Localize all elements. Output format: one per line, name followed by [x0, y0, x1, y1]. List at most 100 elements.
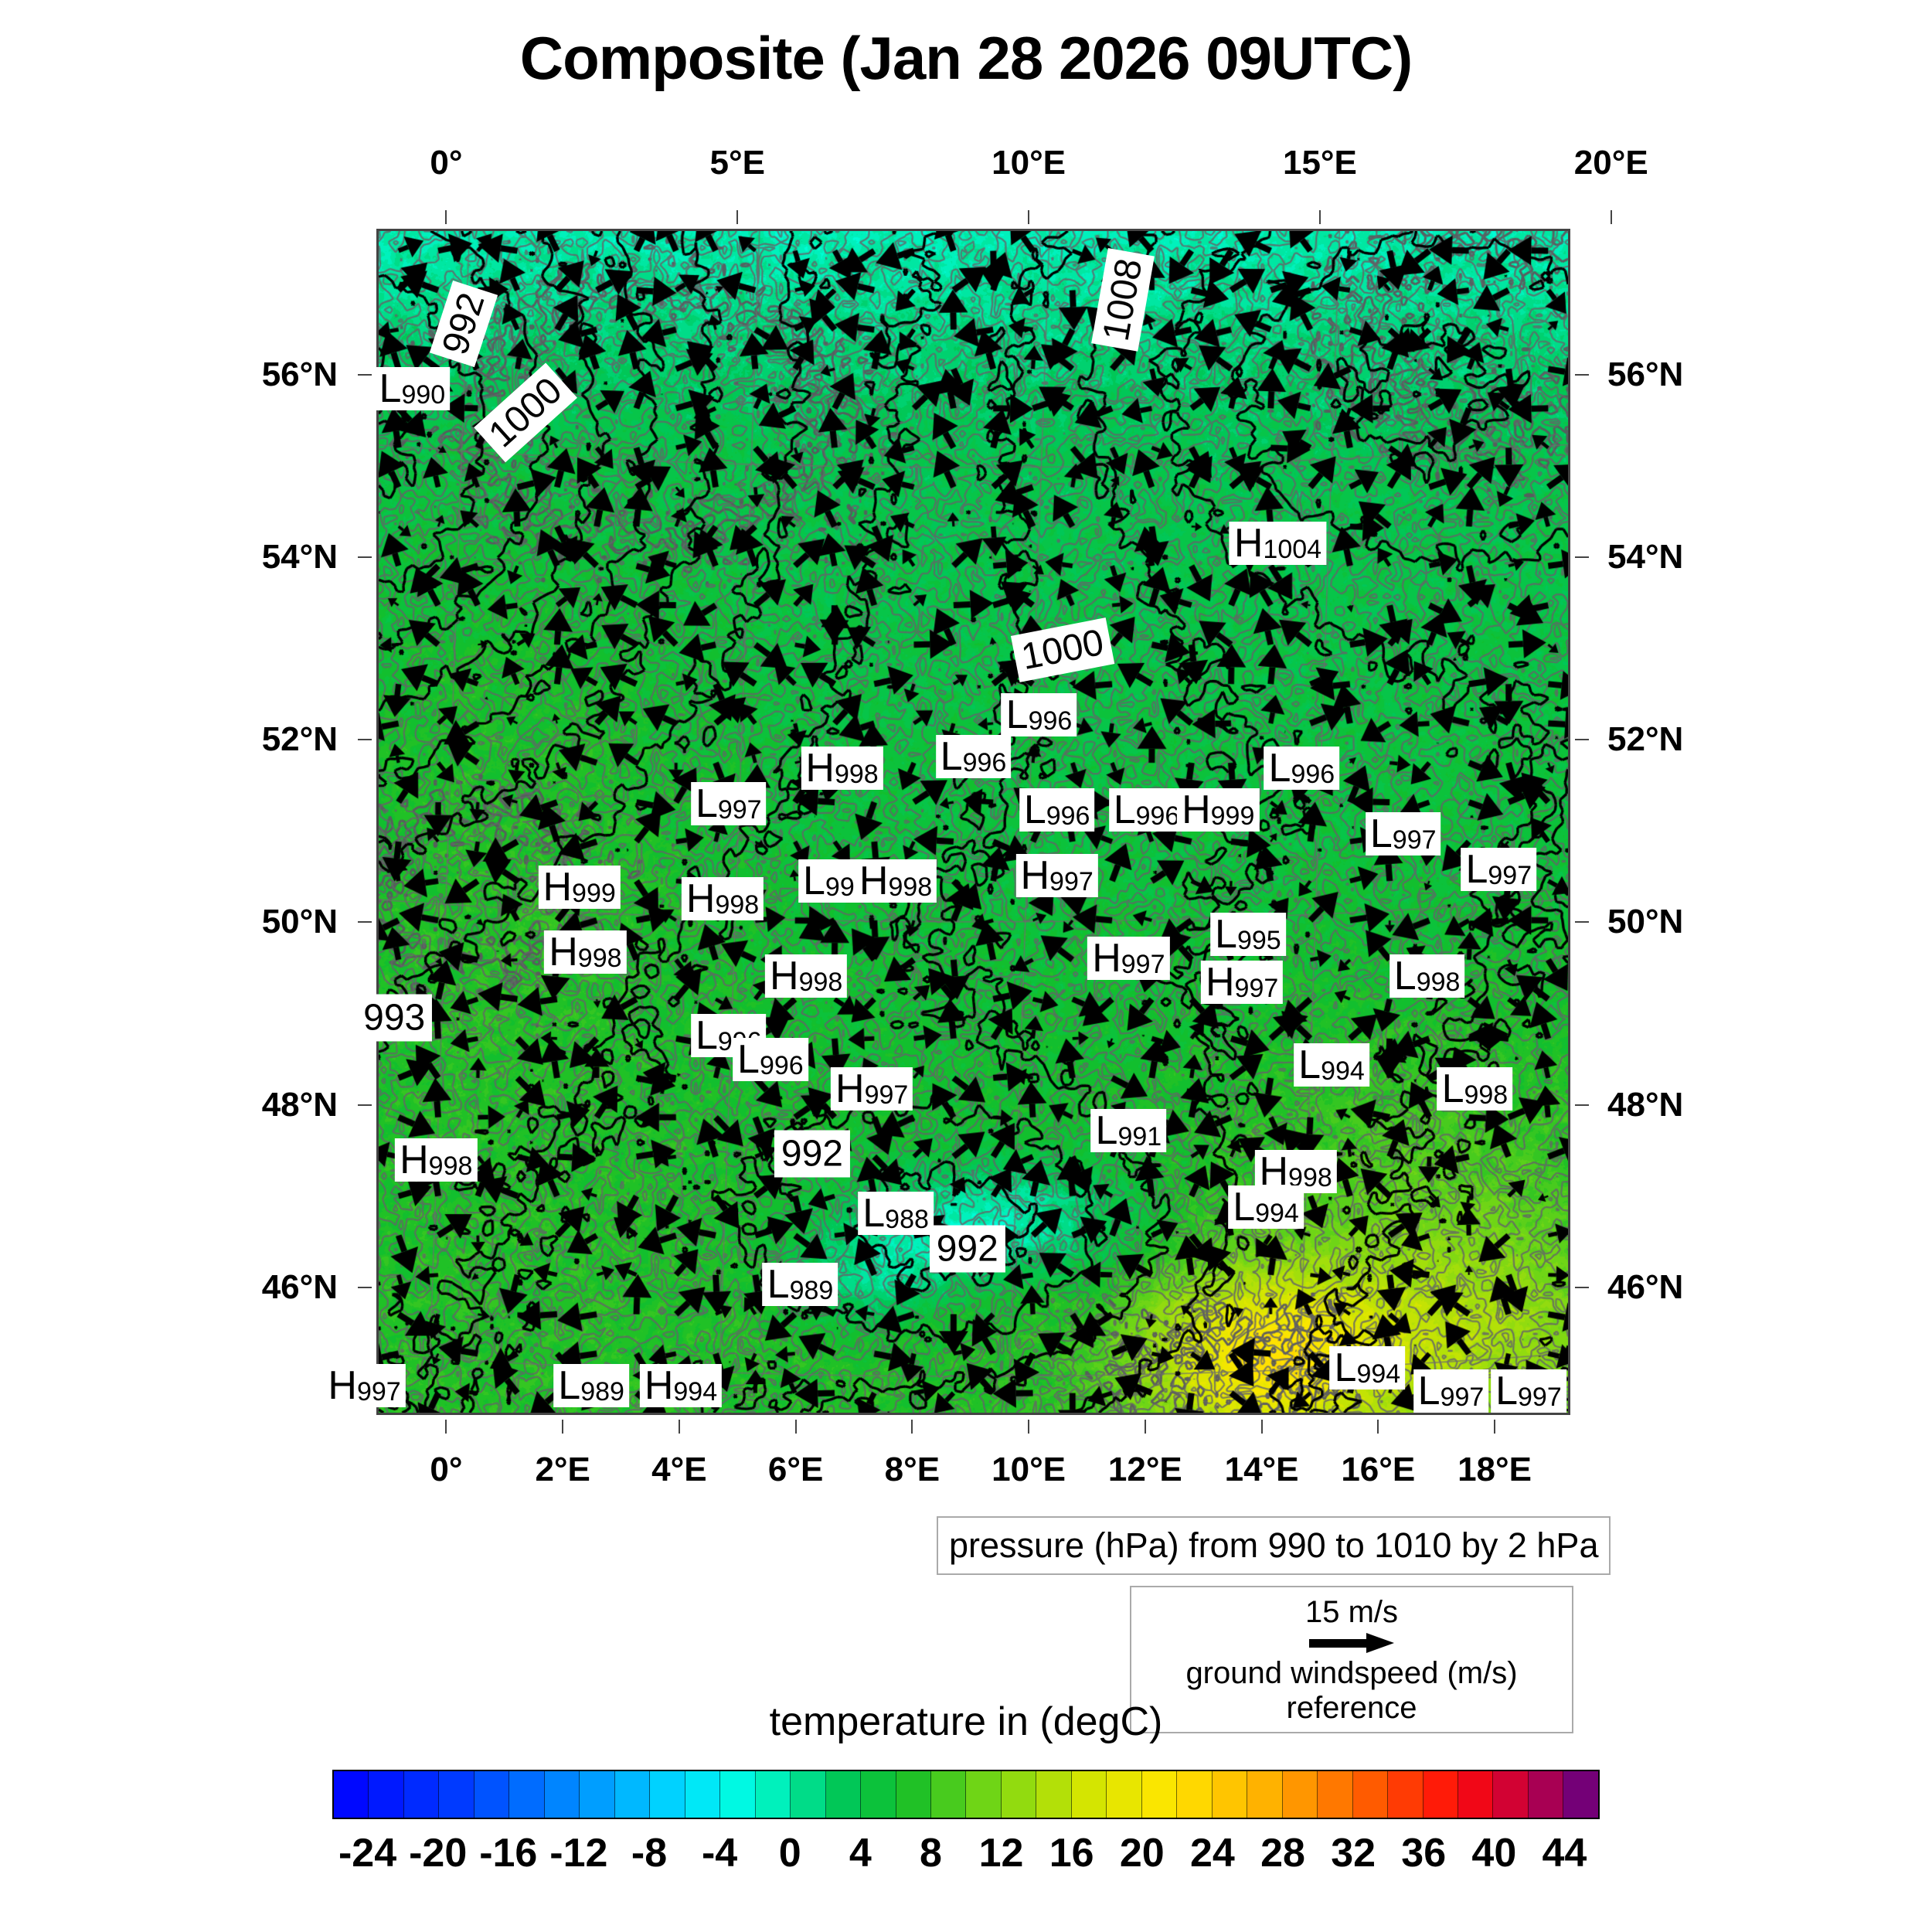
tick-left-4: [358, 1104, 372, 1106]
pressure-center-h-998: H998: [681, 877, 764, 921]
colorbar-tick-40: 40: [1471, 1831, 1517, 1876]
pressure-center-h-999: H999: [538, 865, 621, 909]
pressure-center-l-997: L997: [1365, 811, 1441, 855]
axis-label-bottom-9: 18°E: [1458, 1451, 1532, 1488]
colorbar-cell-11: [720, 1771, 756, 1818]
pressure-center-l-989: L989: [553, 1363, 629, 1407]
pressure-center-l-996: L996: [733, 1037, 808, 1081]
pressure-center-l-994: L994: [1329, 1345, 1406, 1389]
tick-right-1: [1575, 556, 1589, 559]
pressure-center-l-998: L998: [1389, 954, 1465, 998]
colorbar-cell-14: [825, 1771, 862, 1818]
colorbar-cell-20: [1036, 1771, 1072, 1818]
axis-label-left-0: 56°N: [261, 355, 338, 393]
colorbar-tick-24: 24: [1189, 1831, 1235, 1876]
colorbar-tick--4: -4: [701, 1831, 738, 1876]
axis-label-right-1: 54°N: [1607, 538, 1684, 577]
colorbar-cell-28: [1318, 1771, 1353, 1818]
tick-bottom-9: [1494, 1420, 1496, 1434]
temperature-colorbar[interactable]: [332, 1770, 1600, 1819]
colorbar-cell-0: [334, 1771, 369, 1818]
colorbar-tick-36: 36: [1401, 1831, 1447, 1876]
pressure-center-l-997: L997: [1461, 847, 1537, 891]
colorbar-cell-12: [755, 1771, 791, 1818]
colorbar-tick--24: -24: [338, 1831, 397, 1876]
axis-label-bottom-0: 0°: [430, 1451, 463, 1488]
pressure-center-l-997: L997: [1491, 1369, 1566, 1413]
axis-label-bottom-5: 10°E: [992, 1451, 1066, 1488]
axis-label-bottom-6: 12°E: [1107, 1451, 1182, 1488]
axis-label-left-5: 46°N: [261, 1267, 338, 1306]
pressure-center-h-998: H998: [765, 954, 848, 998]
colorbar-cell-15: [861, 1771, 896, 1818]
tick-top-2: [1028, 210, 1030, 224]
tick-left-5: [358, 1286, 372, 1288]
pressure-legend: pressure (hPa) from 990 to 1010 by 2 hPa: [937, 1516, 1611, 1575]
tick-top-1: [736, 210, 739, 224]
pressure-center-l-996: L996: [935, 735, 1012, 779]
tick-right-5: [1575, 1286, 1589, 1288]
axis-label-bottom-3: 6°E: [767, 1451, 824, 1488]
wind-legend-caption: ground windspeed (m/s) reference: [1185, 1656, 1518, 1725]
axis-label-bottom-2: 4°E: [651, 1451, 707, 1488]
pressure-center-h-999: H999: [1177, 788, 1260, 832]
colorbar-cell-8: [614, 1771, 651, 1818]
colorbar-cell-32: [1458, 1771, 1494, 1818]
tick-bottom-1: [562, 1420, 564, 1434]
axis-label-right-2: 52°N: [1607, 720, 1684, 759]
axis-label-left-4: 48°N: [261, 1085, 338, 1124]
pressure-center-h-997: H997: [1200, 960, 1284, 1004]
pressure-center-l-997: L997: [690, 782, 767, 826]
colorbar-cell-24: [1177, 1771, 1213, 1818]
tick-bottom-7: [1260, 1420, 1263, 1434]
pressure-center-l-990: L990: [374, 367, 451, 411]
tick-top-0: [445, 210, 447, 224]
axis-label-bottom-1: 2°E: [535, 1451, 590, 1488]
colorbar-cell-13: [791, 1771, 826, 1818]
wind-reference-legend: 15 m/s ground windspeed (m/s) reference: [1130, 1586, 1573, 1733]
colorbar-cell-16: [896, 1771, 931, 1818]
pressure-center-l-996: L996: [1108, 788, 1185, 832]
tick-left-2: [358, 739, 372, 741]
pressure-center-l-997: L997: [1413, 1369, 1489, 1413]
colorbar-cell-9: [650, 1771, 685, 1818]
colorbar-cell-25: [1212, 1771, 1248, 1818]
pressure-center-h-998: H998: [544, 930, 627, 975]
colorbar-cell-10: [685, 1771, 721, 1818]
colorbar-cell-27: [1282, 1771, 1318, 1818]
colorbar-cell-21: [1071, 1771, 1107, 1818]
colorbar-cell-30: [1388, 1771, 1423, 1818]
right-arrow-icon: [1309, 1633, 1394, 1653]
axis-label-right-5: 46°N: [1607, 1267, 1684, 1306]
pressure-center-h-1004: H1004: [1229, 521, 1327, 565]
colorbar-cell-31: [1423, 1771, 1458, 1818]
axis-label-left-3: 50°N: [261, 903, 338, 941]
colorbar-tick-8: 8: [919, 1831, 942, 1876]
pressure-center-l-989: L989: [762, 1263, 838, 1307]
axis-label-right-4: 48°N: [1607, 1085, 1684, 1124]
colorbar-tick--8: -8: [631, 1831, 668, 1876]
colorbar-cell-2: [403, 1771, 440, 1818]
pressure-center-l-996: L996: [1019, 788, 1095, 832]
tick-left-1: [358, 556, 372, 559]
tick-right-0: [1575, 373, 1589, 376]
tick-right-2: [1575, 739, 1589, 741]
colorbar-tick-20: 20: [1119, 1831, 1165, 1876]
colorbar-title: temperature in (degC): [769, 1699, 1163, 1744]
axis-label-top-0: 0°: [430, 144, 463, 182]
contour-label-993-4: 993: [356, 994, 433, 1042]
colorbar-tick-0: 0: [778, 1831, 801, 1876]
pressure-center-l-996: L996: [1264, 747, 1340, 791]
colorbar-cell-33: [1493, 1771, 1529, 1818]
axis-label-right-0: 56°N: [1607, 355, 1684, 393]
page-title: Composite (Jan 28 2026 09UTC): [519, 24, 1413, 92]
tick-right-3: [1575, 921, 1589, 923]
colorbar-cell-6: [544, 1771, 580, 1818]
axis-label-top-3: 15°E: [1282, 144, 1357, 182]
colorbar-tick-4: 4: [849, 1831, 872, 1876]
pressure-center-h-998: H998: [854, 859, 937, 903]
colorbar-cell-22: [1107, 1771, 1142, 1818]
tick-bottom-6: [1144, 1420, 1146, 1434]
contour-label-992-6: 992: [929, 1225, 1005, 1273]
axis-label-bottom-7: 14°E: [1224, 1451, 1299, 1488]
